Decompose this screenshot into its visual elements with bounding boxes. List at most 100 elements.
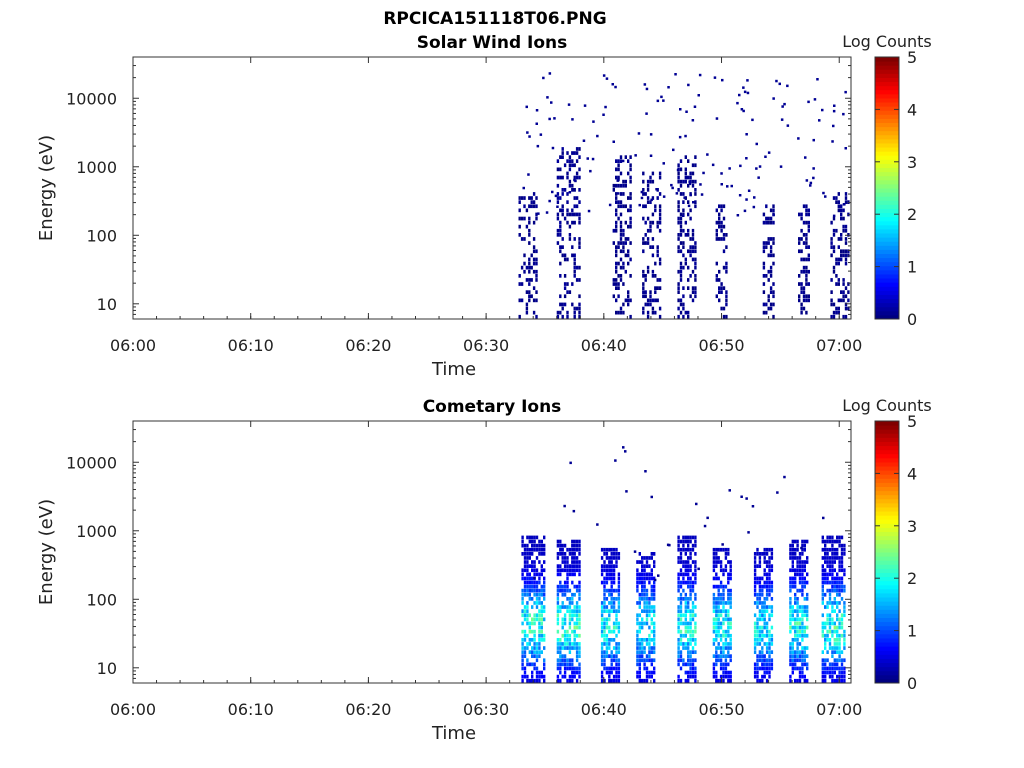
heatmap-cell [622,265,625,270]
heatmap-cell [756,597,759,601]
heatmap-cell [801,670,804,675]
heatmap-cell [645,613,649,618]
heatmap-cell [684,560,687,564]
x-tick-label: 06:50 [698,700,744,719]
heatmap-cell [803,613,806,618]
heatmap-cell [840,216,843,221]
heatmap-cell [770,605,774,609]
heatmap-cell [526,552,529,556]
heatmap-cell [679,678,683,683]
heatmap-cell [612,568,616,573]
heatmap-cell [722,568,725,573]
heatmap-cell [608,674,611,679]
heatmap-cell [715,605,718,609]
heatmap-cell [653,576,656,581]
heatmap-cell [615,588,618,593]
heatmap-cell [540,617,543,622]
heatmap-cell [556,613,560,618]
heatmap-cell [796,678,799,683]
heatmap-cell [765,650,769,654]
heatmap-cell [641,646,644,650]
heatmap-cell [770,633,774,638]
heatmap-cell [573,592,576,597]
sparse-point [533,576,536,580]
heatmap-cell [800,282,803,286]
heatmap-cell [765,646,769,650]
heatmap-cell [559,261,562,266]
heatmap-cell [571,220,574,225]
sparse-point [589,169,592,173]
heatmap-cell [729,568,732,573]
heatmap-cell [722,584,725,589]
heatmap-cell [624,241,627,245]
heatmap-cell [559,605,562,609]
heatmap-cell [523,543,527,548]
heatmap-cell [718,204,721,209]
heatmap-cell [650,572,653,577]
heatmap-cell [691,601,695,605]
heatmap-cell [761,674,764,679]
heatmap-cell [610,638,613,642]
heatmap-cell [831,678,834,683]
sparse-point [821,108,824,112]
sparse-point [807,100,810,104]
heatmap-cell [600,650,604,654]
heatmap-cell [578,237,581,241]
heatmap-cell [540,613,543,618]
heatmap-cell [762,220,766,225]
heatmap-cell [763,572,766,577]
heatmap-cell [833,625,836,630]
heatmap-cell [556,605,560,609]
sparse-point [688,182,692,186]
heatmap-cell [622,261,625,266]
heatmap-cell [837,282,840,286]
heatmap-cell [687,265,690,270]
heatmap-cell [556,539,560,544]
heatmap-cell [528,662,531,667]
heatmap-cell [605,605,609,609]
heatmap-cell [805,257,808,262]
colorbar-segment [875,110,899,115]
heatmap-cell [805,278,808,282]
heatmap-cell [573,253,576,258]
heatmap-cell [767,278,770,282]
heatmap-cell [571,159,574,163]
sparse-point [743,209,747,213]
heatmap-cell [805,204,808,209]
heatmap-cell [636,588,639,593]
heatmap-cell [612,572,616,577]
heatmap-cell [605,568,609,573]
heatmap-cell [729,576,732,581]
heatmap-cell [694,670,697,675]
heatmap-cell [798,564,802,568]
heatmap-cell [722,617,725,622]
heatmap-cell [838,666,841,671]
heatmap-cell [615,547,618,552]
sparse-point [567,103,571,106]
heatmap-cell [531,617,534,622]
heatmap-cell [610,547,613,552]
sparse-point [526,131,529,134]
heatmap-cell [794,568,797,573]
heatmap-cell [807,298,810,303]
heatmap-cell [578,547,581,552]
colorbar-tick-label: 1 [907,622,917,641]
heatmap-cell [768,670,771,675]
heatmap-cell [677,163,680,168]
y-tick-label: 10 [97,659,117,678]
heatmap-cell [684,572,687,577]
sparse-point [572,509,576,513]
heatmap-cell [770,625,774,630]
heatmap-cell [715,228,718,233]
sparse-point [667,86,670,89]
heatmap-cell [538,601,541,605]
heatmap-cell [769,286,773,290]
heatmap-cell [528,613,531,618]
heatmap-cell [798,212,801,217]
heatmap-cell [798,678,802,683]
heatmap-cell [694,163,697,168]
heatmap-cell [528,294,531,299]
heatmap-cell [838,576,841,581]
heatmap-cell [528,257,531,262]
